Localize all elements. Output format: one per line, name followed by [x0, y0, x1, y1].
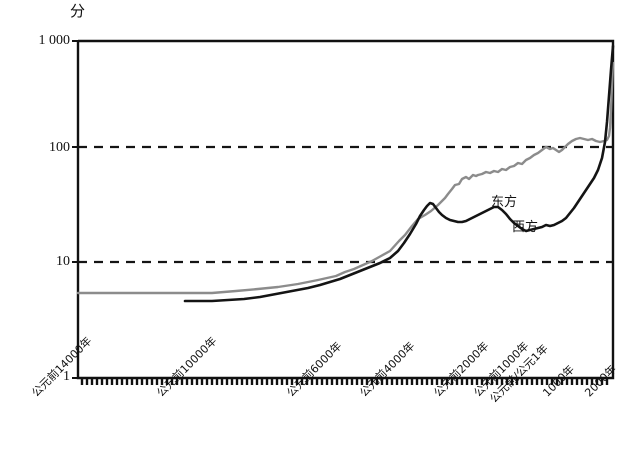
series-label-east: 东方	[491, 195, 518, 210]
y-tick-label-1000: 1 000	[38, 33, 71, 48]
y-tick-label-100: 100	[49, 140, 70, 155]
gridlines	[78, 145, 613, 264]
x-axis-ticks	[80, 378, 609, 385]
series-line-west	[183, 44, 615, 303]
y-axis-unit-label: 分	[70, 2, 86, 20]
series-line-east	[76, 61, 615, 295]
axis-frame	[76, 39, 615, 380]
y-tick-label-10: 10	[56, 254, 70, 269]
y-tick-label-1: 1	[63, 369, 70, 384]
series-label-west: 西方	[512, 220, 539, 235]
y-axis-ticks	[72, 40, 78, 379]
